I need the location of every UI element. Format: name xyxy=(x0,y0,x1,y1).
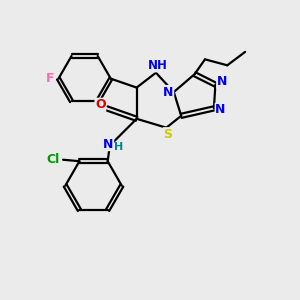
Text: N: N xyxy=(215,103,226,116)
Text: N: N xyxy=(217,75,227,88)
Text: NH: NH xyxy=(148,59,167,72)
Text: Cl: Cl xyxy=(46,153,59,166)
Text: F: F xyxy=(46,72,54,85)
Text: H: H xyxy=(114,142,123,152)
Text: O: O xyxy=(95,98,106,111)
Text: N: N xyxy=(103,138,114,151)
Text: S: S xyxy=(163,128,172,141)
Text: N: N xyxy=(163,85,174,98)
